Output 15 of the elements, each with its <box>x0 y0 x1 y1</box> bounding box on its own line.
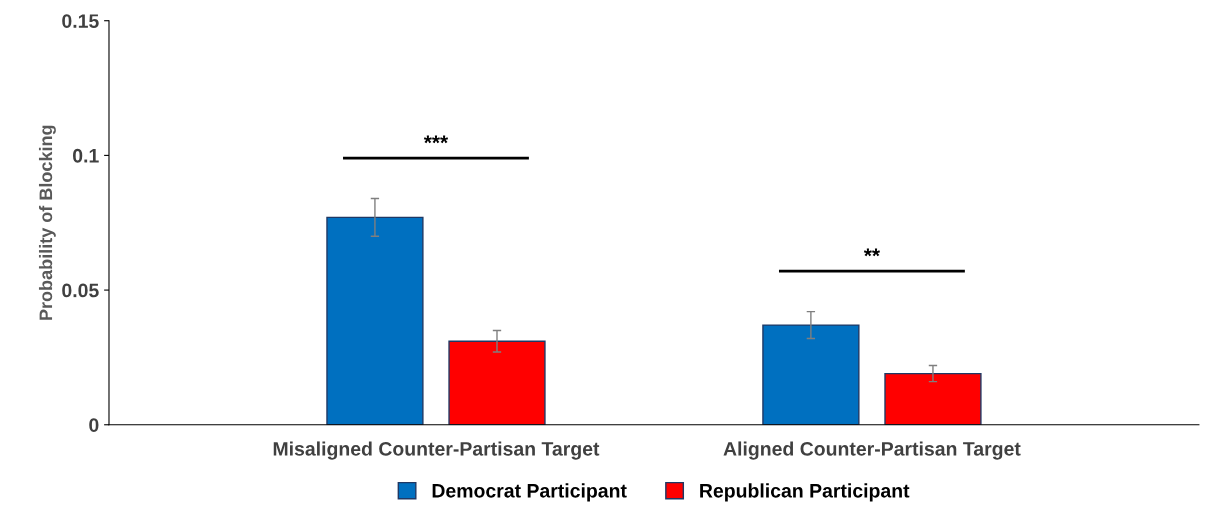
bar <box>326 216 424 425</box>
y-tick-label: 0 <box>89 418 99 432</box>
annotation: *** <box>423 135 449 144</box>
bar <box>884 372 982 425</box>
x-tick-label: Misaligned Counter-Partisan Target <box>273 441 600 460</box>
y-tick-label: 0.05 <box>62 283 99 298</box>
legend-label: Republican Participant <box>700 483 910 502</box>
y-axis-title: Probability of Blocking <box>38 125 56 320</box>
annotation: ** <box>863 248 880 257</box>
legend-label: Democrat Participant <box>432 483 627 502</box>
bar <box>762 324 860 425</box>
bar <box>448 340 546 425</box>
y-tick-label: 0.15 <box>62 14 99 28</box>
x-tick-label: Aligned Counter-Partisan Target <box>723 441 1021 460</box>
y-tick-label: 0.1 <box>73 148 99 163</box>
